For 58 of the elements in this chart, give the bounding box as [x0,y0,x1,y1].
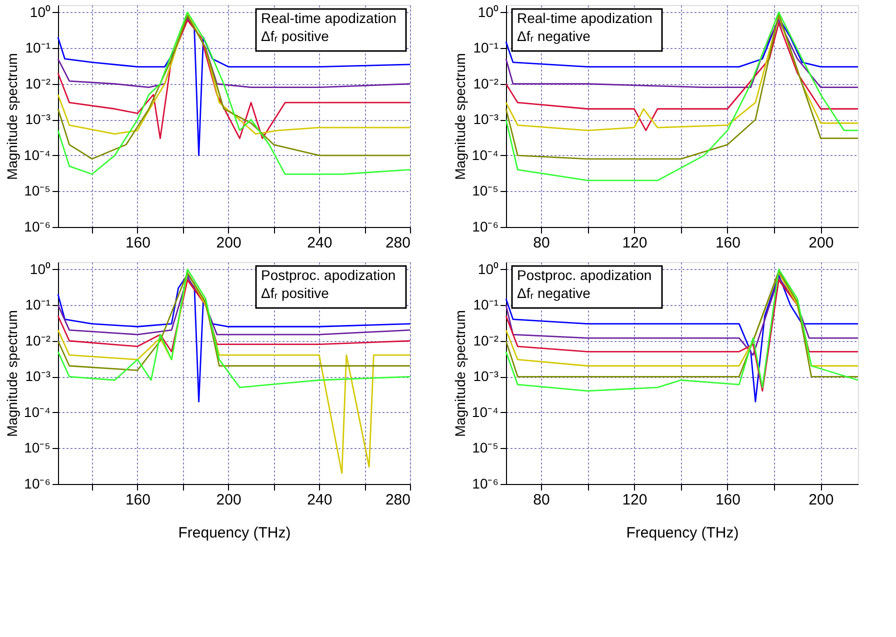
y-tick-label: 10⁻³ [25,111,51,128]
y-tick-label: 10⁻³ [473,368,499,384]
y-axis-title: Magnitude spectrum [4,310,20,437]
y-tick-label: 10⁰ [30,260,50,277]
x-tick-label: 280 [385,234,410,252]
y-tick-label: 10⁰ [478,260,498,277]
annotation: Δfᵣ positive [261,28,330,44]
x-tick-label: 160 [125,234,150,252]
y-tick-label: 10⁻⁵ [472,182,498,199]
x-tick-label: 160 [715,492,740,508]
annotation: Δfᵣ negative [517,28,591,44]
x-tick-label: 240 [307,492,332,508]
x-tick-label: 200 [808,492,834,508]
annotation: Postproc. apodization [261,267,396,283]
y-tick-label: 10⁻¹ [473,296,499,313]
y-axis-title: Magnitude spectrum [4,53,20,180]
y-axis-title: Magnitude spectrum [452,53,468,180]
x-tick-label: 280 [385,492,410,508]
y-tick-label: 10⁰ [478,4,498,20]
annotation: Postproc. apodization [517,267,652,283]
y-tick-label: 10⁻⁵ [472,440,498,456]
annotation: Δfᵣ positive [261,285,330,301]
y-tick-label: 10⁻² [473,75,499,92]
x-tick-label: 200 [808,234,834,252]
x-axis-title: Frequency (THz) [178,524,291,542]
y-tick-label: 10⁻⁶ [472,218,498,234]
annotation: Real-time apodization [261,10,396,26]
y-tick-label: 10⁻² [25,332,51,348]
y-tick-label: 10⁻⁶ [24,476,50,492]
y-tick-label: 10⁻³ [25,368,51,384]
y-tick-label: 10⁻² [25,75,51,92]
y-tick-label: 10⁻⁴ [24,404,50,420]
x-axis-title: Frequency (THz) [626,524,739,542]
y-tick-label: 10⁻⁴ [24,146,50,163]
x-tick-label: 80 [533,234,550,252]
y-tick-label: 10⁻¹ [473,40,499,56]
y-tick-label: 10⁻⁶ [24,218,50,234]
y-tick-label: 10⁻⁵ [24,440,50,456]
y-tick-label: 10⁻⁶ [472,476,498,492]
y-tick-label: 10⁻¹ [25,296,51,313]
x-tick-label: 160 [715,234,740,252]
y-tick-label: 10⁻⁵ [24,182,50,199]
y-tick-label: 10⁻⁴ [472,404,498,420]
x-tick-label: 240 [307,234,332,252]
y-tick-label: 10⁻¹ [25,40,51,56]
y-tick-label: 10⁻² [473,332,499,348]
x-tick-label: 120 [622,492,648,508]
x-tick-label: 200 [216,492,242,508]
annotation: Δfᵣ negative [517,285,591,301]
x-tick-label: 80 [533,492,550,508]
y-tick-label: 10⁻³ [473,111,499,128]
y-tick-label: 10⁻⁴ [472,146,498,163]
y-axis-title: Magnitude spectrum [452,310,468,437]
y-tick-label: 10⁰ [30,4,50,20]
x-tick-label: 160 [125,492,150,508]
x-tick-label: 120 [622,234,648,252]
x-tick-label: 200 [216,234,242,252]
annotation: Real-time apodization [517,10,652,26]
